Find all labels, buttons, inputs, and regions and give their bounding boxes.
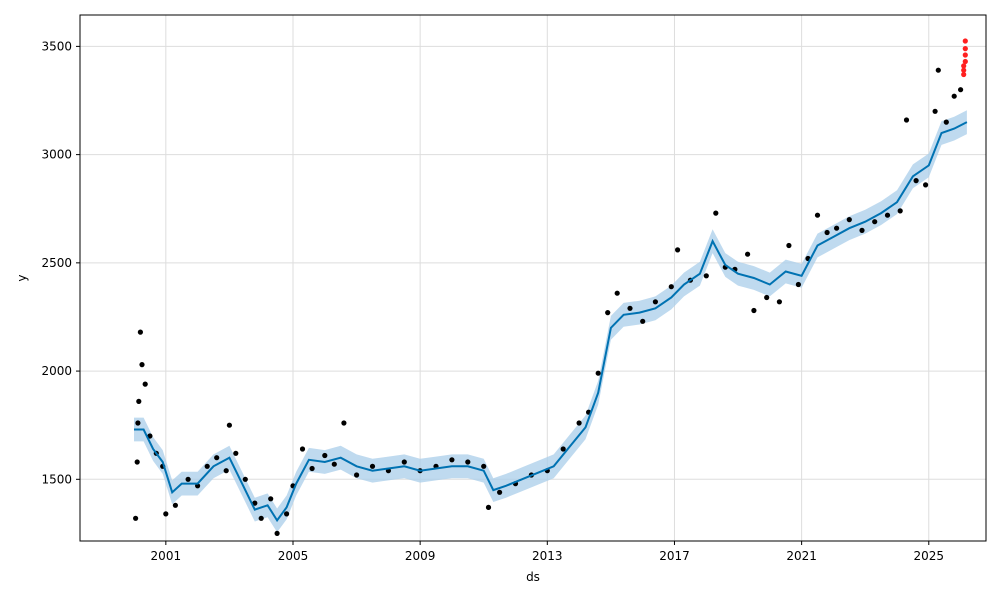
x-axis: 2001 2005 2009 2013 2017 2021 2025 (151, 541, 944, 563)
observed-point (652, 299, 659, 305)
y-tick-label: 2500 (41, 256, 72, 270)
observed-point (776, 299, 783, 305)
observed-point (223, 468, 229, 474)
x-tick-label: 2009 (405, 549, 436, 563)
observed-point (481, 463, 487, 469)
observed-point (560, 446, 566, 452)
observed-point (897, 208, 903, 214)
observed-point (913, 178, 919, 184)
observed-point (134, 459, 140, 465)
observed-point (242, 476, 248, 482)
observed-point (163, 511, 169, 517)
future-point (962, 46, 968, 52)
observed-point (675, 247, 681, 253)
observed-point (274, 530, 280, 537)
observed-point (204, 463, 210, 469)
observed-point (935, 67, 941, 73)
observed-point (214, 455, 220, 461)
observed-point (846, 217, 852, 223)
x-tick-label: 2013 (532, 549, 563, 563)
observed-point (713, 210, 719, 216)
observed-point (136, 398, 142, 404)
observed-point (485, 504, 492, 510)
grid (80, 15, 986, 541)
observed-point (284, 511, 290, 517)
observed-point (135, 420, 141, 426)
y-tick-label: 3000 (41, 148, 72, 162)
observed-point (139, 362, 145, 368)
observed-point (605, 310, 611, 316)
observed-point (814, 212, 821, 218)
observed-point (951, 93, 957, 99)
observed-point (252, 500, 258, 506)
observed-point (369, 463, 376, 469)
observed-point (859, 227, 865, 233)
observed-point (233, 450, 239, 456)
observed-point (226, 422, 232, 428)
observed-point (640, 318, 646, 324)
observed-point (764, 294, 770, 301)
future-point (962, 52, 968, 58)
observed-point (614, 290, 620, 296)
observed-point (943, 119, 949, 125)
observed-point (341, 420, 347, 426)
observed-point (465, 459, 471, 465)
x-tick-label: 2001 (151, 549, 182, 563)
future-point (961, 71, 967, 78)
observed-point (258, 515, 264, 521)
observed-point (309, 465, 315, 472)
observed-point (903, 117, 910, 123)
observed-point (401, 459, 407, 465)
observed-point (751, 307, 757, 314)
observed-points (133, 67, 964, 537)
observed-point (668, 284, 674, 290)
observed-point (185, 476, 191, 482)
observed-point (958, 87, 964, 93)
observed-point (137, 329, 143, 335)
observed-point (872, 219, 878, 225)
plot-frame (79, 14, 987, 542)
observed-point (268, 496, 274, 502)
observed-point (834, 225, 840, 231)
observed-point (745, 251, 751, 257)
observed-point (133, 515, 139, 521)
future-point (961, 63, 967, 69)
observed-point (923, 182, 929, 188)
observed-point (331, 461, 337, 467)
future-point (961, 67, 967, 73)
x-tick-label: 2021 (786, 549, 817, 563)
y-tick-label: 2000 (41, 364, 72, 378)
future-point (962, 38, 968, 44)
observed-point (786, 242, 792, 249)
x-tick-label: 2025 (914, 549, 945, 563)
x-tick-label: 2017 (659, 549, 690, 563)
x-tick-label: 2005 (278, 549, 309, 563)
observed-point (322, 452, 328, 459)
y-axis-label: y (15, 274, 29, 281)
observed-point (824, 229, 830, 236)
forecast-line (134, 121, 968, 523)
observed-point (932, 108, 938, 114)
observed-point (142, 381, 148, 387)
observed-point (299, 446, 306, 452)
observed-point (172, 502, 178, 508)
observed-point (703, 273, 709, 279)
x-axis-label: ds (526, 570, 540, 584)
observed-point (884, 212, 891, 218)
future-point (962, 58, 968, 65)
observed-point (627, 305, 633, 311)
observed-point (595, 370, 601, 376)
observed-point (795, 281, 802, 288)
y-tick-label: 1500 (41, 472, 72, 486)
observed-point (576, 420, 582, 426)
observed-point (147, 433, 153, 439)
observed-point (497, 489, 503, 495)
y-tick-label: 3500 (41, 39, 72, 53)
forecast-path (134, 121, 968, 523)
observed-point (449, 457, 455, 463)
future-points (961, 38, 968, 78)
observed-point (354, 472, 360, 478)
y-axis: 1500 2000 2500 3000 3500 (41, 39, 80, 486)
